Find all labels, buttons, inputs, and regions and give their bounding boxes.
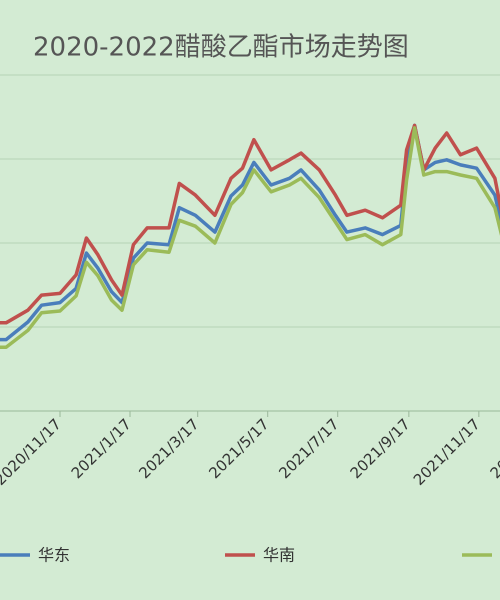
legend-label: 华东 bbox=[38, 546, 70, 565]
legend-label: 华南 bbox=[263, 546, 295, 565]
series-line bbox=[0, 126, 500, 349]
chart-title: 2020-2022醋酸乙酯市场走势图 bbox=[33, 33, 409, 63]
